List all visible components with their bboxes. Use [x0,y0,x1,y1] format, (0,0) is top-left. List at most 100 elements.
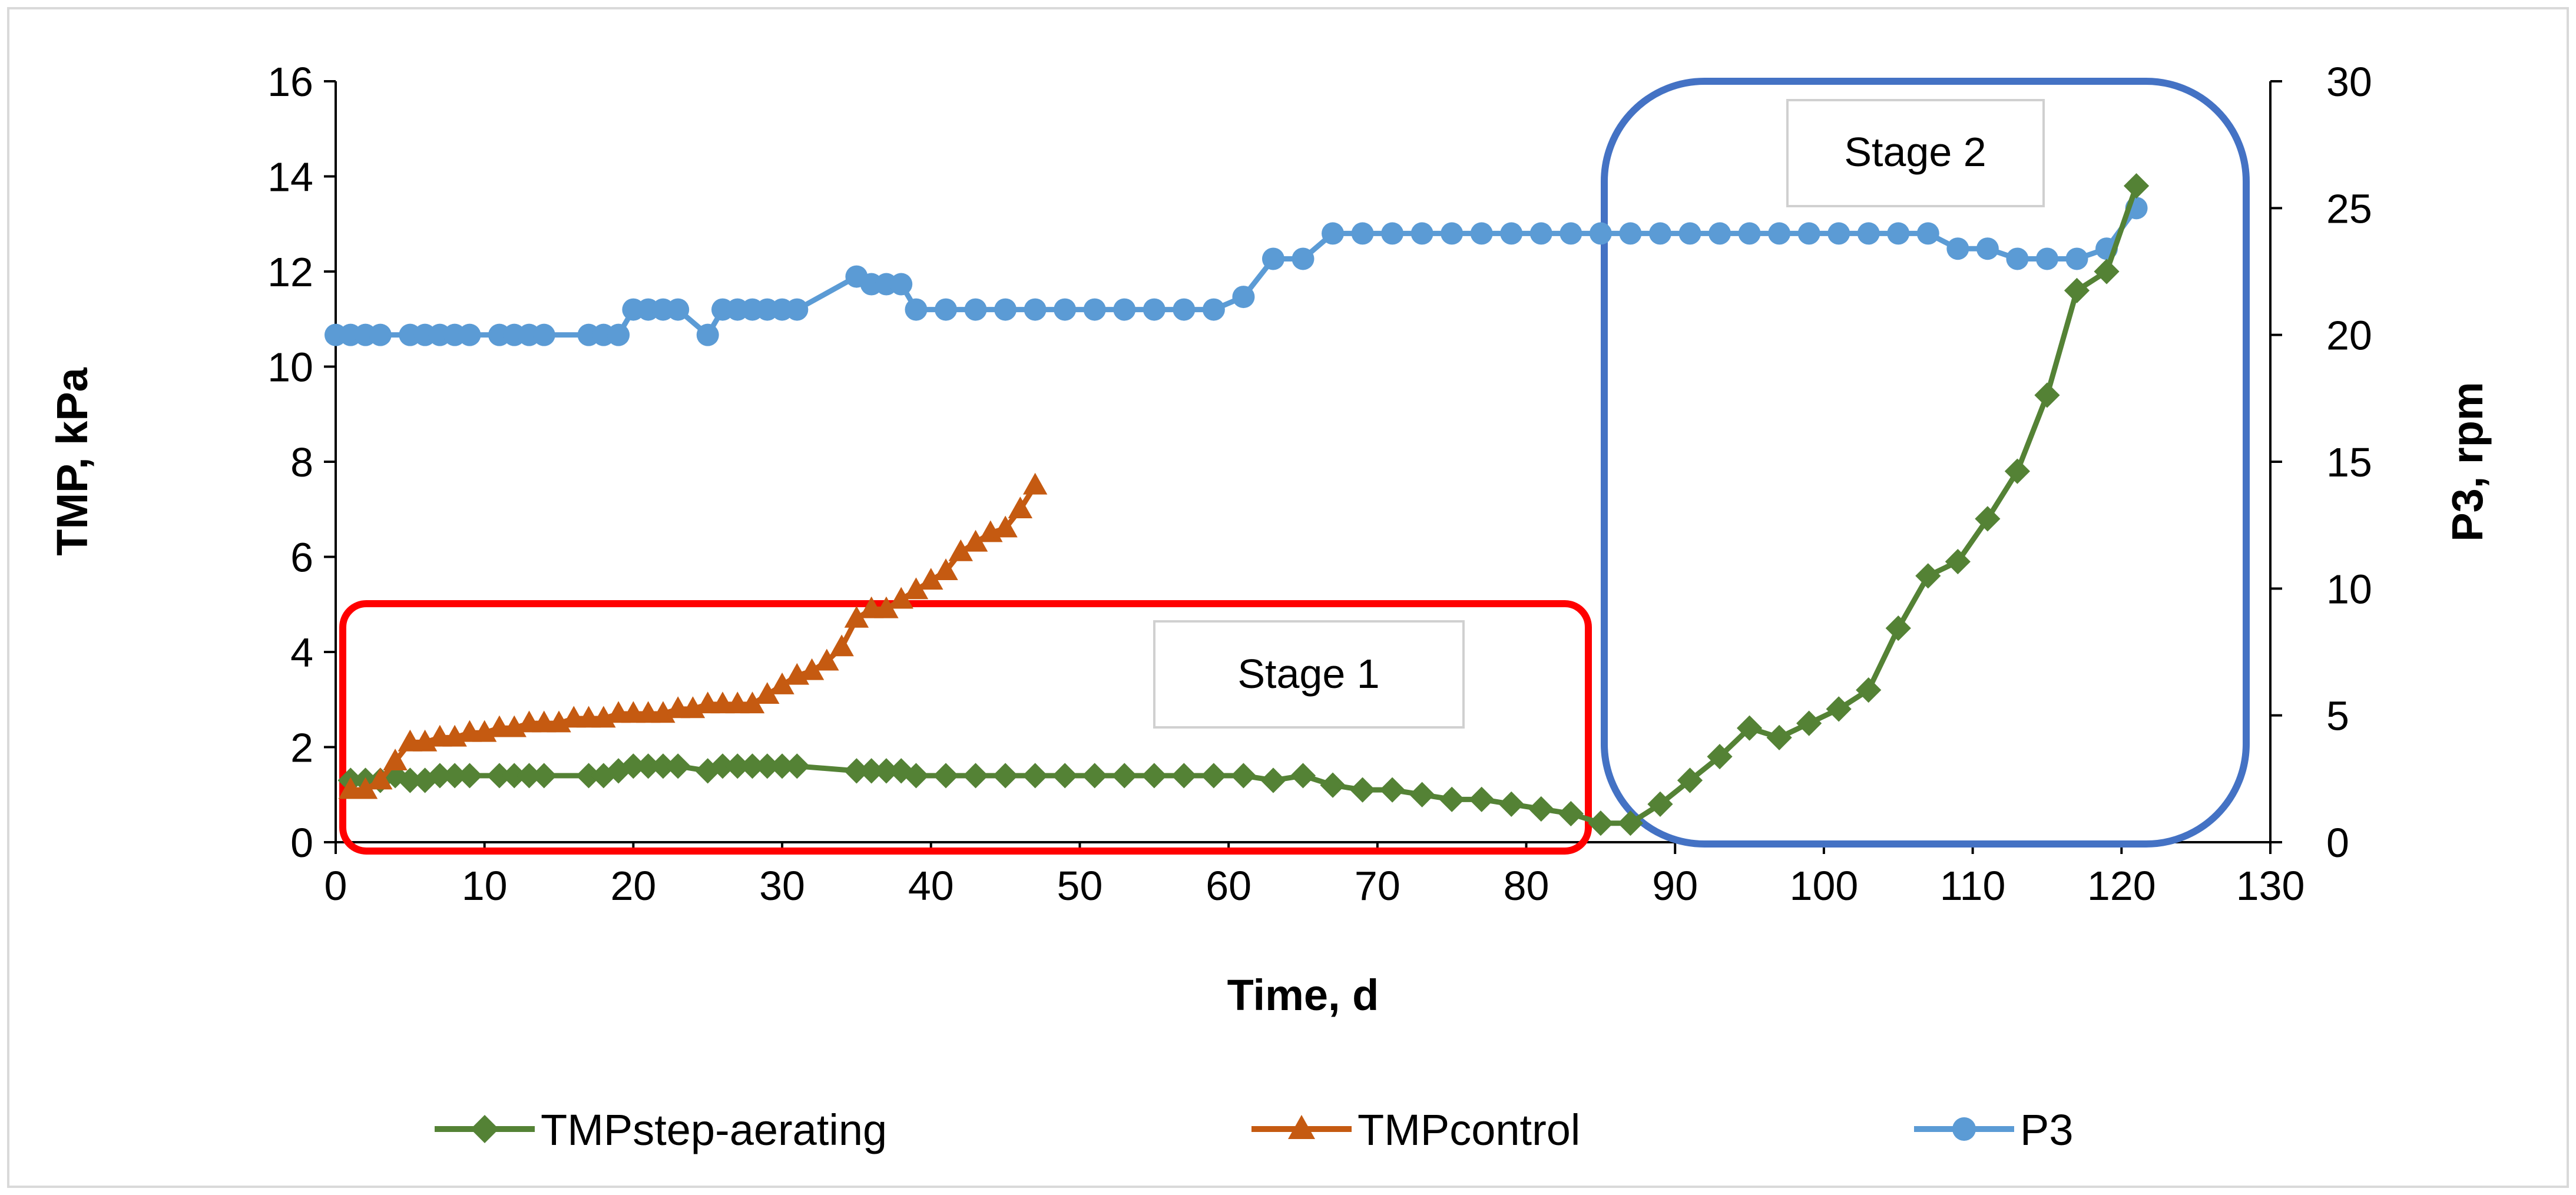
data-point-TMPstep-aerating [1647,791,1673,817]
data-point-P3 [1529,222,1552,245]
data-point-TMPcontrol [993,515,1018,538]
stage-2-box [1601,78,2250,848]
data-point-TMPcontrol [844,605,869,628]
data-point-P3 [696,323,719,346]
data-point-P3 [1738,222,1761,245]
y-tick-label: 2 [290,725,313,771]
legend-marker [1288,1115,1315,1139]
data-point-TMPstep-aerating [784,753,810,779]
data-point-TMPstep-aerating [859,758,885,784]
y2-tick-label: 0 [2326,820,2349,866]
data-point-TMPstep-aerating [888,758,914,784]
stage-1-label: Stage 1 [1237,651,1379,697]
data-point-TMPstep-aerating [1766,724,1792,750]
data-point-TMPstep-aerating [1469,786,1495,812]
data-point-TMPcontrol [799,658,825,680]
data-point-P3 [1678,222,1701,245]
data-point-TMPstep-aerating [2004,458,2031,484]
x-tick-label: 80 [1504,863,1549,909]
x-tick-label: 40 [908,863,954,909]
series-TMPcontrol [338,472,1048,799]
y-tick-label: 10 [267,345,313,390]
data-point-TMPstep-aerating [1588,810,1614,836]
data-point-TMPstep-aerating [1052,763,1078,789]
y2-axis-title: P3, rpm [2443,382,2492,541]
x-tick-label: 130 [2236,863,2305,909]
data-point-P3 [905,298,928,321]
data-point-TMPstep-aerating [1111,763,1137,789]
legend-label: P3 [2020,1105,2074,1154]
data-point-TMPstep-aerating [754,753,780,779]
data-point-TMPcontrol [874,596,899,618]
data-point-TMPstep-aerating [531,763,557,789]
data-point-P3 [1946,237,1969,260]
data-point-TMPstep-aerating [903,763,929,789]
data-point-P3 [1143,298,1166,321]
data-point-TMPstep-aerating [1260,767,1286,793]
data-point-TMPcontrol [889,587,913,609]
data-point-TMPstep-aerating [620,753,646,779]
legend-marker [471,1115,499,1143]
stage-2-label: Stage 2 [1844,129,1986,175]
x-tick-label: 100 [1790,863,1859,909]
data-point-TMPstep-aerating [1379,777,1405,803]
data-point-TMPstep-aerating [397,767,423,793]
data-point-TMPstep-aerating [1201,763,1227,789]
data-point-P3 [1976,237,1999,260]
data-point-TMPcontrol [933,558,958,581]
y-axis-title: TMP, kPa [48,367,97,555]
legend-label: TMPstep-aerating [541,1105,887,1154]
data-point-P3 [1708,222,1731,245]
data-point-TMPstep-aerating [962,763,989,789]
data-point-P3 [2065,247,2088,270]
data-point-TMPstep-aerating [769,753,795,779]
y2-tick-label: 20 [2326,313,2372,359]
data-point-P3 [1232,286,1255,309]
legend-label: TMPcontrol [1357,1105,1580,1154]
data-point-P3 [1768,222,1791,245]
data-point-P3 [1857,222,1880,245]
data-point-TMPcontrol [1022,472,1048,495]
y-tick-label: 14 [267,154,313,200]
data-point-TMPstep-aerating [427,763,453,789]
data-point-P3 [890,273,913,296]
y-tick-label: 16 [267,59,313,105]
data-point-TMPstep-aerating [1915,563,1941,589]
legend-marker [1952,1117,1976,1141]
data-point-TMPstep-aerating [695,758,721,784]
data-point-TMPcontrol [829,634,854,657]
data-point-TMPstep-aerating [710,753,736,779]
data-point-TMPstep-aerating [2064,277,2090,303]
x-tick-label: 60 [1206,863,1251,909]
data-point-P3 [1500,222,1523,245]
data-point-TMPstep-aerating [2123,173,2150,199]
data-point-TMPstep-aerating [1945,548,1971,575]
data-point-TMPcontrol [1008,496,1033,519]
data-point-P3 [1559,222,1582,245]
data-point-P3 [1589,222,1612,245]
data-point-TMPcontrol [353,777,378,799]
x-tick-label: 120 [2087,863,2156,909]
data-point-TMPstep-aerating [635,753,661,779]
data-point-P3 [1441,222,1464,245]
y2-tick-label: 15 [2326,439,2372,485]
data-point-TMPstep-aerating [1558,800,1584,827]
data-point-TMPstep-aerating [575,763,602,789]
data-point-P3 [667,298,690,321]
data-point-TMPstep-aerating [1707,744,1733,770]
data-point-P3 [1173,298,1196,321]
data-point-TMPstep-aerating [486,763,512,789]
data-point-TMPstep-aerating [1171,763,1197,789]
data-point-TMPstep-aerating [665,753,691,779]
data-point-TMPstep-aerating [1617,810,1644,836]
y2-tick-label: 30 [2326,59,2372,105]
data-point-TMPstep-aerating [1320,772,1346,798]
data-point-TMPstep-aerating [739,753,766,779]
data-point-TMPcontrol [770,672,794,694]
data-point-P3 [1351,222,1374,245]
data-point-TMPstep-aerating [1677,767,1703,793]
data-point-P3 [2006,247,2029,270]
data-point-P3 [1113,298,1136,321]
y2-tick-label: 25 [2326,186,2372,231]
data-point-TMPstep-aerating [1290,763,1316,789]
